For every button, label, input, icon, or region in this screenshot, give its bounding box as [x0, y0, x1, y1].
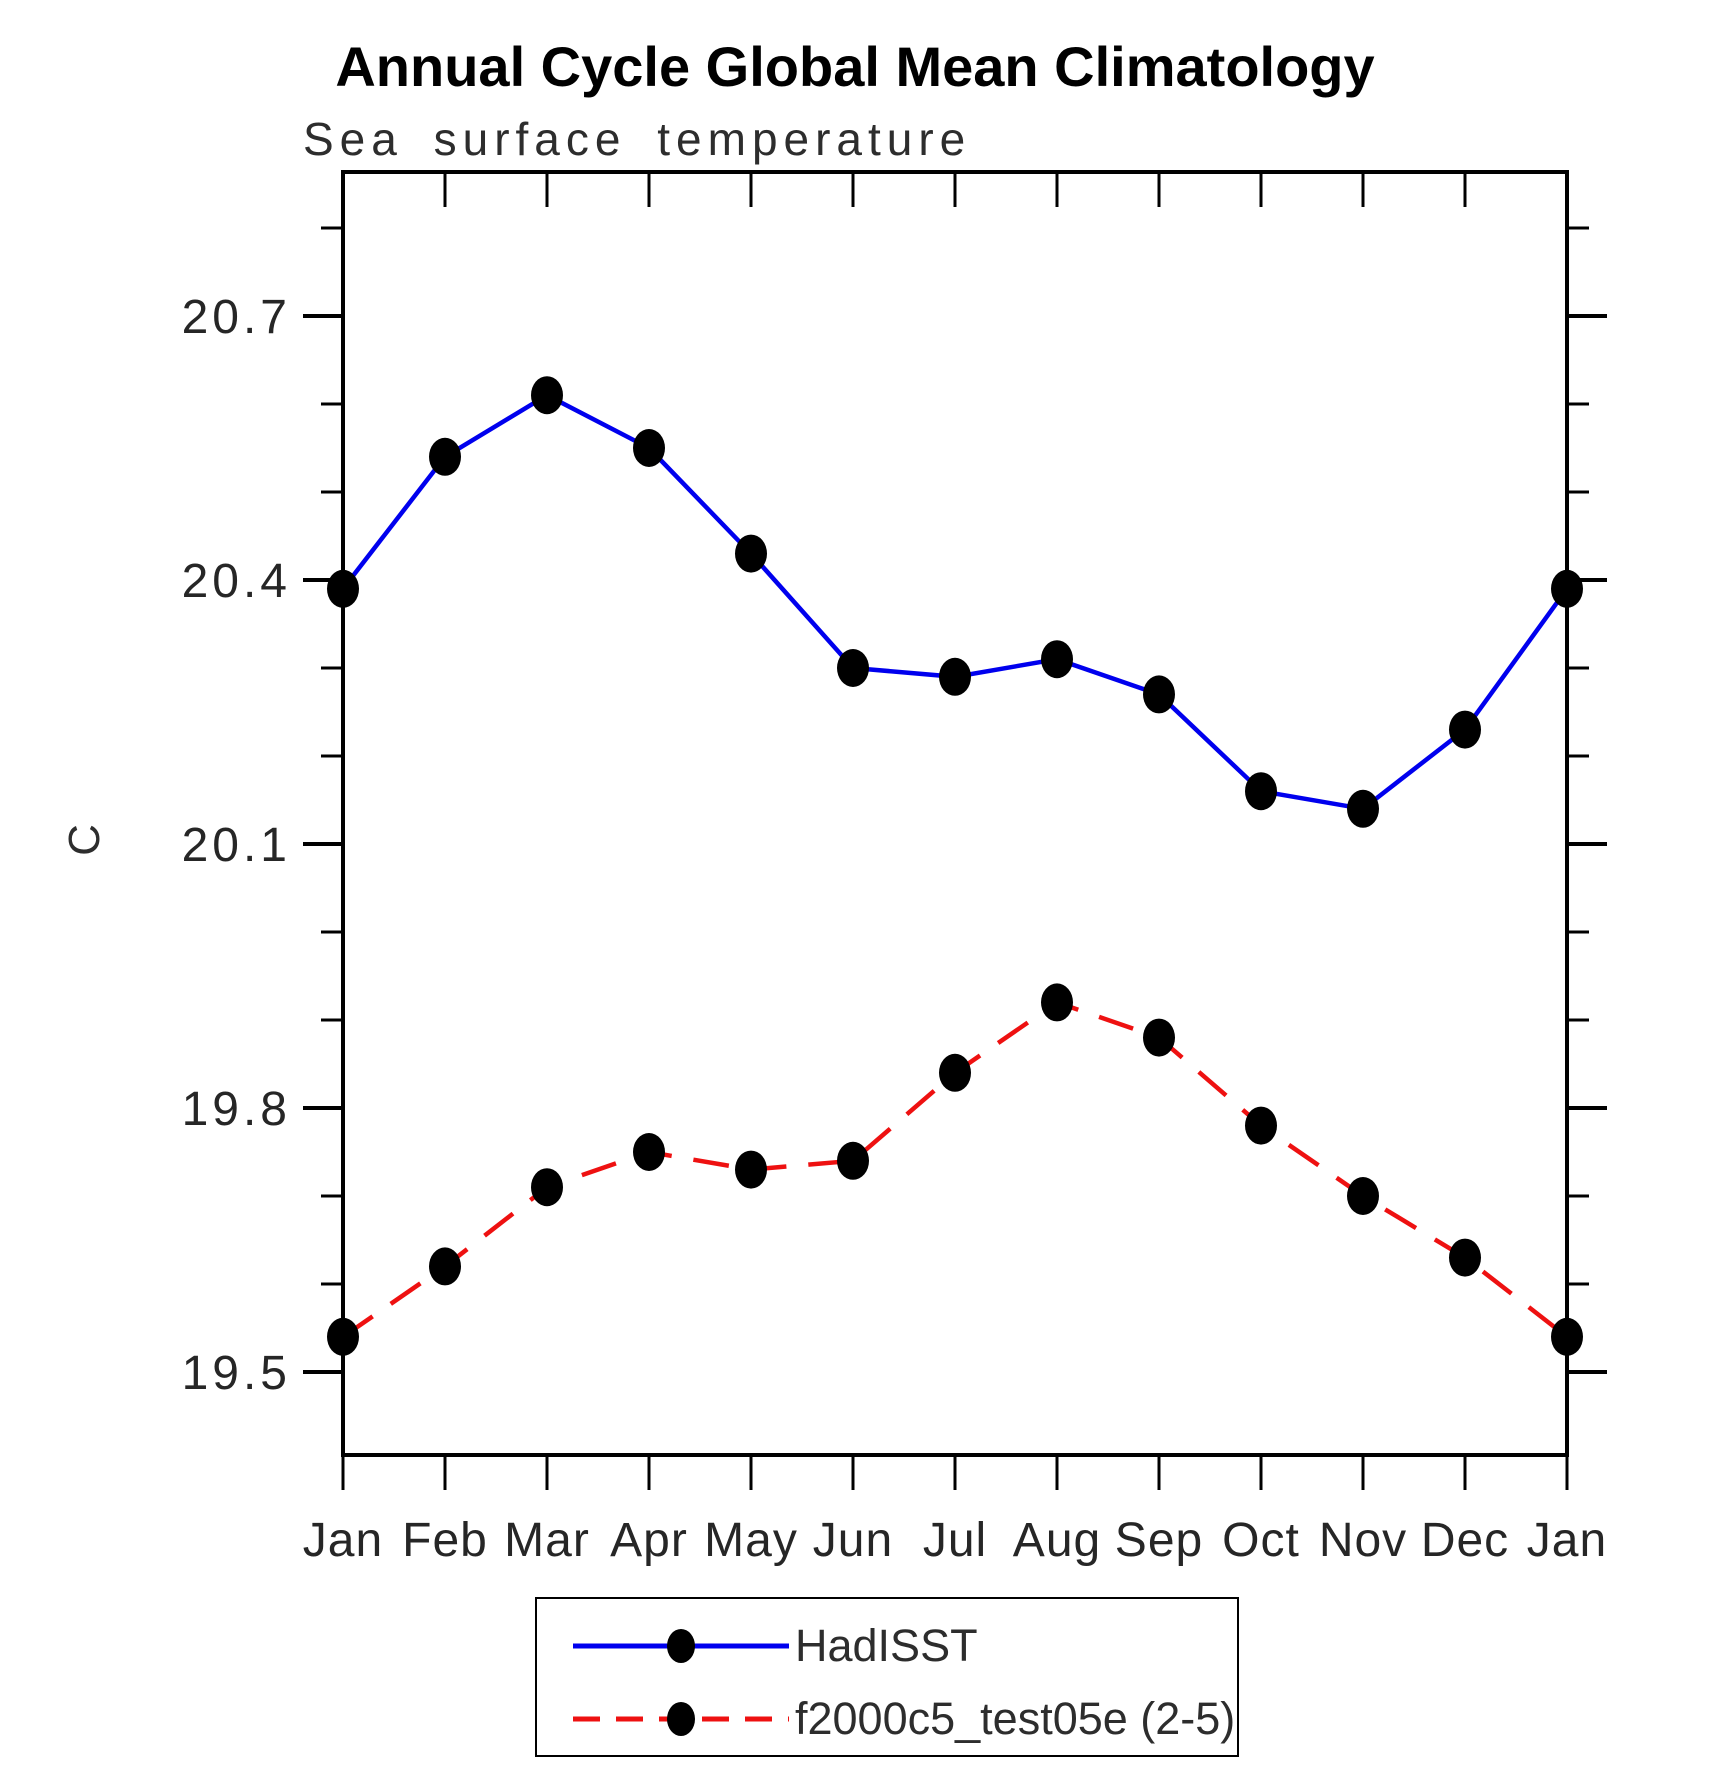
y-tick-label: 19.5 [182, 1347, 291, 1400]
legend-label-f2000c5: f2000c5_test05e (2-5) [795, 1693, 1236, 1744]
data-point-0 [735, 534, 767, 573]
data-point-0 [1551, 569, 1583, 608]
data-point-1 [633, 1133, 665, 1171]
legend-line-sample-dashed [573, 1702, 789, 1736]
data-point-0 [1143, 675, 1175, 714]
data-point-1 [939, 1053, 971, 1092]
legend-row-hadisst: HadISST [537, 1618, 1237, 1674]
data-point-0 [837, 649, 869, 687]
plot-box [341, 170, 1569, 1457]
data-point-0 [1347, 789, 1379, 828]
x-tick-label: Dec [1421, 1514, 1509, 1567]
data-point-1 [1041, 983, 1073, 1022]
data-point-1 [735, 1150, 767, 1189]
data-point-0 [939, 657, 971, 696]
data-point-1 [1245, 1106, 1277, 1145]
data-point-1 [1143, 1018, 1175, 1057]
data-point-0 [1245, 772, 1277, 811]
data-point-1 [1551, 1317, 1583, 1356]
x-tick-label: Jun [813, 1514, 893, 1567]
x-tick-label: Jan [1527, 1514, 1607, 1567]
x-tick-label: Aug [1013, 1514, 1101, 1567]
data-point-1 [1347, 1177, 1379, 1215]
data-point-0 [531, 376, 563, 415]
series-line-1 [341, 999, 1569, 1339]
data-point-1 [531, 1168, 563, 1207]
data-point-0 [633, 429, 665, 467]
data-point-1 [1449, 1238, 1481, 1277]
x-tick-label: Jan [303, 1514, 383, 1567]
legend-line-sample-solid [573, 1629, 789, 1663]
data-point-0 [1041, 640, 1073, 679]
legend-label-hadisst: HadISST [795, 1620, 978, 1671]
x-tick-label: Feb [402, 1514, 488, 1567]
x-tick-label: Oct [1222, 1514, 1300, 1567]
series-line-0 [341, 392, 1569, 812]
data-point-0 [429, 437, 461, 476]
chart-title: Annual Cycle Global Mean Climatology [335, 35, 1375, 98]
data-point-1 [837, 1141, 869, 1180]
data-point-1 [327, 1317, 359, 1356]
x-tick-label: Nov [1319, 1514, 1407, 1567]
y-tick-label: 20.1 [182, 819, 291, 872]
y-tick-label: 20.4 [182, 555, 291, 608]
legend-row-f2000c5: f2000c5_test05e (2-5) [537, 1691, 1237, 1747]
x-tick-label: Apr [610, 1514, 688, 1567]
data-point-0 [327, 569, 359, 608]
data-point-0 [1449, 710, 1481, 749]
x-tick-label: Jul [923, 1514, 987, 1567]
x-tick-label: Sep [1115, 1514, 1203, 1567]
chart-subtitle: Sea surface temperature [303, 113, 972, 165]
x-tick-label: May [704, 1514, 798, 1567]
y-tick-label: 19.8 [182, 1083, 291, 1136]
y-tick-label: 20.7 [182, 291, 291, 344]
legend: HadISST f2000c5_test05e (2-5) [535, 1597, 1239, 1757]
data-point-1 [429, 1247, 461, 1286]
x-tick-label: Mar [504, 1514, 590, 1567]
